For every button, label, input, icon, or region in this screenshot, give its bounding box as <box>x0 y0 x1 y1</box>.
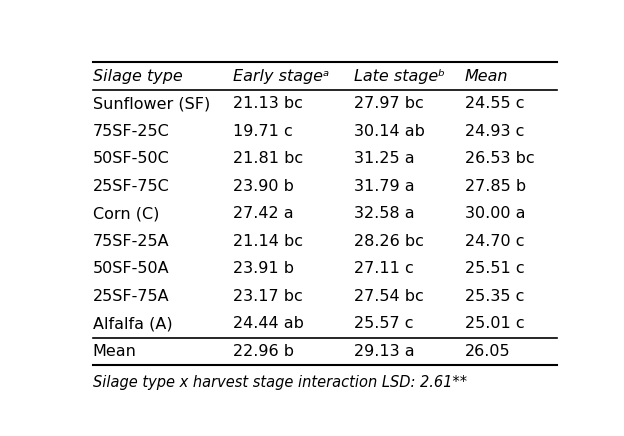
Text: Corn (C): Corn (C) <box>92 206 159 221</box>
Text: 21.13 bc: 21.13 bc <box>233 96 303 111</box>
Text: 31.25 a: 31.25 a <box>354 151 414 166</box>
Text: 23.90 b: 23.90 b <box>233 179 294 194</box>
Text: 27.85 b: 27.85 b <box>465 179 526 194</box>
Text: Early stageᵃ: Early stageᵃ <box>233 68 329 84</box>
Text: 25.01 c: 25.01 c <box>465 317 525 331</box>
Text: Silage type: Silage type <box>92 68 182 84</box>
Text: 50SF-50A: 50SF-50A <box>92 261 169 276</box>
Text: 24.93 c: 24.93 c <box>465 124 524 139</box>
Text: 30.14 ab: 30.14 ab <box>354 124 424 139</box>
Text: 50SF-50C: 50SF-50C <box>92 151 169 166</box>
Text: Alfalfa (A): Alfalfa (A) <box>92 317 172 331</box>
Text: Late stageᵇ: Late stageᵇ <box>354 68 445 84</box>
Text: 25SF-75A: 25SF-75A <box>92 289 169 304</box>
Text: 25.57 c: 25.57 c <box>354 317 413 331</box>
Text: 32.58 a: 32.58 a <box>354 206 414 221</box>
Text: 75SF-25C: 75SF-25C <box>92 124 169 139</box>
Text: 22.96 b: 22.96 b <box>233 344 294 359</box>
Text: 28.26 bc: 28.26 bc <box>354 234 424 249</box>
Text: 27.97 bc: 27.97 bc <box>354 96 424 111</box>
Text: 25.51 c: 25.51 c <box>465 261 525 276</box>
Text: 30.00 a: 30.00 a <box>465 206 525 221</box>
Text: 26.53 bc: 26.53 bc <box>465 151 535 166</box>
Text: 23.17 bc: 23.17 bc <box>233 289 303 304</box>
Text: Sunflower (SF): Sunflower (SF) <box>92 96 210 111</box>
Text: 19.71 c: 19.71 c <box>233 124 293 139</box>
Text: 24.44 ab: 24.44 ab <box>233 317 304 331</box>
Text: 24.55 c: 24.55 c <box>465 96 524 111</box>
Text: 23.91 b: 23.91 b <box>233 261 294 276</box>
Text: 27.11 c: 27.11 c <box>354 261 414 276</box>
Text: 29.13 a: 29.13 a <box>354 344 414 359</box>
Text: 75SF-25A: 75SF-25A <box>92 234 169 249</box>
Text: 25SF-75C: 25SF-75C <box>92 179 169 194</box>
Text: 24.70 c: 24.70 c <box>465 234 524 249</box>
Text: 27.54 bc: 27.54 bc <box>354 289 424 304</box>
Text: Mean: Mean <box>465 68 509 84</box>
Text: 27.42 a: 27.42 a <box>233 206 293 221</box>
Text: 21.14 bc: 21.14 bc <box>233 234 303 249</box>
Text: 25.35 c: 25.35 c <box>465 289 524 304</box>
Text: 31.79 a: 31.79 a <box>354 179 414 194</box>
Text: Mean: Mean <box>92 344 137 359</box>
Text: 21.81 bc: 21.81 bc <box>233 151 303 166</box>
Text: 26.05: 26.05 <box>465 344 510 359</box>
Text: Silage type x harvest stage interaction LSD: 2.61**: Silage type x harvest stage interaction … <box>92 375 467 390</box>
